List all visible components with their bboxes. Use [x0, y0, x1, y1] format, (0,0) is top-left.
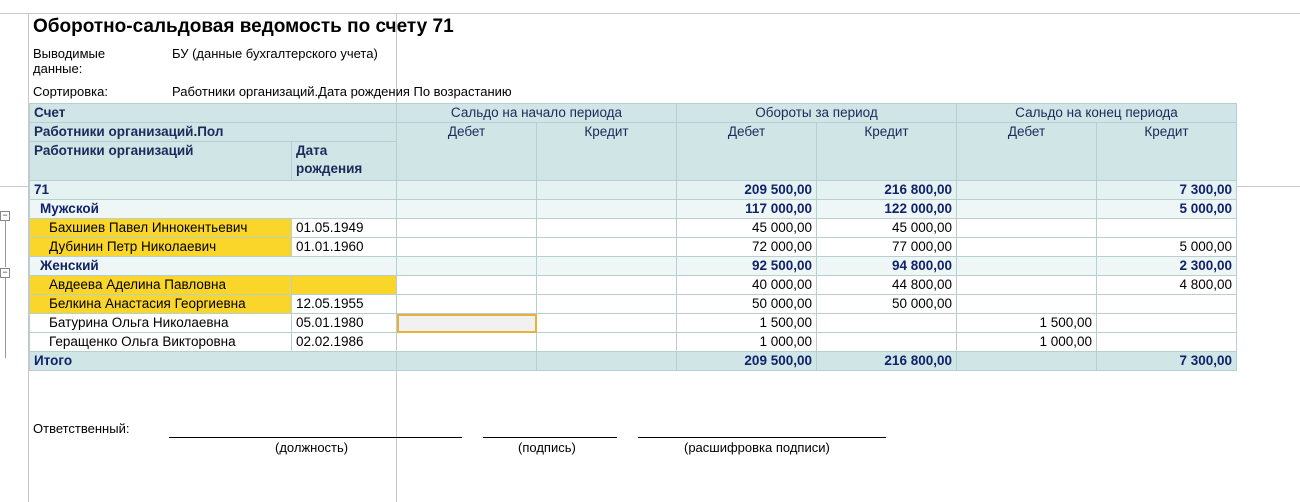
sign-caption: (подпись) [518, 440, 576, 455]
end-credit[interactable]: 5 000,00 [1096, 237, 1237, 257]
header-birth-date: Дата рождения [291, 141, 397, 181]
header-start-debit: Дебет [396, 122, 537, 181]
header-turn-credit: Кредит [816, 122, 957, 181]
decode-line [638, 437, 886, 438]
end-debit[interactable] [956, 237, 1097, 257]
table-row: Белкина Анастасия Георгиевна 12.05.1955 … [29, 294, 1237, 314]
turn-credit[interactable]: 45 000,00 [816, 218, 957, 238]
turn-debit[interactable]: 50 000,00 [676, 294, 817, 314]
decode-caption: (расшифровка подписи) [684, 440, 830, 455]
employee-name[interactable]: Бахшиев Павел Иннокентьевич [29, 218, 292, 238]
total-label: Итого [29, 351, 397, 371]
employee-name[interactable]: Батурина Ольга Николаевна [29, 313, 292, 333]
header-turn-debit: Дебет [676, 122, 817, 181]
account-name: 71 [29, 180, 397, 200]
table-row: Батурина Ольга Николаевна 05.01.1980 1 5… [29, 313, 1237, 333]
account-end-credit: 7 300,00 [1096, 180, 1237, 200]
header-employee: Работники организаций [29, 141, 292, 181]
header-row-1: Счет Сальдо на начало периода Обороты за… [29, 103, 1237, 123]
group-end-credit: 5 000,00 [1096, 199, 1237, 219]
employee-name[interactable]: Дубинин Петр Николаевич [29, 237, 292, 257]
birth-date[interactable] [291, 275, 397, 295]
end-debit[interactable]: 1 500,00 [956, 313, 1097, 333]
header-end-balance: Сальдо на конец периода [956, 103, 1237, 123]
total-row: Итого 209 500,00 216 800,00 7 300,00 [29, 351, 1237, 371]
turn-debit[interactable]: 1 000,00 [676, 332, 817, 352]
collapse-female-icon[interactable]: − [0, 268, 10, 278]
end-credit[interactable] [1096, 313, 1237, 333]
turn-debit[interactable]: 72 000,00 [676, 237, 817, 257]
turn-debit[interactable]: 40 000,00 [676, 275, 817, 295]
end-debit[interactable] [956, 275, 1097, 295]
selected-cell[interactable] [396, 313, 537, 333]
tree-line [5, 221, 6, 267]
group-turn-debit: 92 500,00 [676, 256, 817, 276]
account-turn-debit: 209 500,00 [676, 180, 817, 200]
report-table: Счет Сальдо на начало периода Обороты за… [29, 103, 1237, 371]
left-gridline [28, 13, 29, 502]
header-end-debit: Дебет [956, 122, 1097, 181]
header-start-credit: Кредит [536, 122, 677, 181]
birth-date[interactable]: 01.05.1949 [291, 218, 397, 238]
account-row: 71 209 500,00 216 800,00 7 300,00 [29, 180, 1237, 200]
table-row: Бахшиев Павел Иннокентьевич 01.05.1949 4… [29, 218, 1237, 238]
turn-credit[interactable] [816, 332, 957, 352]
group-turn-credit: 122 000,00 [816, 199, 957, 219]
header-gender: Работники организаций.Пол [29, 122, 397, 142]
total-turn-debit: 209 500,00 [676, 351, 817, 371]
end-credit[interactable] [1096, 294, 1237, 314]
responsible-label: Ответственный: [33, 421, 130, 436]
birth-date[interactable]: 05.01.1980 [291, 313, 397, 333]
sort-label: Сортировка: [33, 84, 108, 99]
end-credit[interactable] [1096, 332, 1237, 352]
header-turnover: Обороты за период [676, 103, 957, 123]
top-gridline [0, 13, 1300, 14]
sort-value: Работники организаций.Дата рождения По в… [172, 84, 512, 99]
end-debit[interactable] [956, 294, 1097, 314]
collapse-male-icon[interactable]: − [0, 211, 10, 221]
end-credit[interactable] [1096, 218, 1237, 238]
tree-line [5, 278, 6, 358]
table-row: Авдеева Аделина Павловна 40 000,00 44 80… [29, 275, 1237, 295]
header-start-balance: Сальдо на начало периода [396, 103, 677, 123]
group-name: Мужской [29, 199, 397, 219]
end-credit[interactable]: 4 800,00 [1096, 275, 1237, 295]
birth-date[interactable]: 01.01.1960 [291, 237, 397, 257]
group-end-credit: 2 300,00 [1096, 256, 1237, 276]
birth-date[interactable]: 12.05.1955 [291, 294, 397, 314]
employee-name[interactable]: Белкина Анастасия Георгиевна [29, 294, 292, 314]
turn-credit[interactable] [816, 313, 957, 333]
group-row: Женский 92 500,00 94 800,00 2 300,00 [29, 256, 1237, 276]
header-account: Счет [29, 103, 397, 123]
position-line [169, 437, 462, 438]
position-caption: (должность) [275, 440, 349, 455]
group-turn-debit: 117 000,00 [676, 199, 817, 219]
group-turn-credit: 94 800,00 [816, 256, 957, 276]
report-title: Оборотно-сальдовая ведомость по счету 71 [33, 16, 454, 37]
birth-date[interactable]: 02.02.1986 [291, 332, 397, 352]
turn-debit[interactable]: 45 000,00 [676, 218, 817, 238]
end-debit[interactable] [956, 218, 1097, 238]
account-turn-credit: 216 800,00 [816, 180, 957, 200]
employee-name[interactable]: Геращенко Ольга Викторовна [29, 332, 292, 352]
total-turn-credit: 216 800,00 [816, 351, 957, 371]
table-row: Геращенко Ольга Викторовна 02.02.1986 1 … [29, 332, 1237, 352]
group-name: Женский [29, 256, 397, 276]
end-debit[interactable]: 1 000,00 [956, 332, 1097, 352]
header-end-credit: Кредит [1096, 122, 1237, 181]
header-row-2: Работники организаций.Пол Дебет Кредит Д… [29, 122, 1237, 181]
sign-line [483, 437, 617, 438]
turn-credit[interactable]: 44 800,00 [816, 275, 957, 295]
table-row: Дубинин Петр Николаевич 01.01.1960 72 00… [29, 237, 1237, 257]
turn-credit[interactable]: 50 000,00 [816, 294, 957, 314]
group-row: Мужской 117 000,00 122 000,00 5 000,00 [29, 199, 1237, 219]
employee-name[interactable]: Авдеева Аделина Павловна [29, 275, 292, 295]
total-end-credit: 7 300,00 [1096, 351, 1237, 371]
turn-credit[interactable]: 77 000,00 [816, 237, 957, 257]
output-value: БУ (данные бухгалтерского учета) [172, 46, 378, 61]
turn-debit[interactable]: 1 500,00 [676, 313, 817, 333]
output-label: Выводимые данные: [33, 46, 106, 76]
